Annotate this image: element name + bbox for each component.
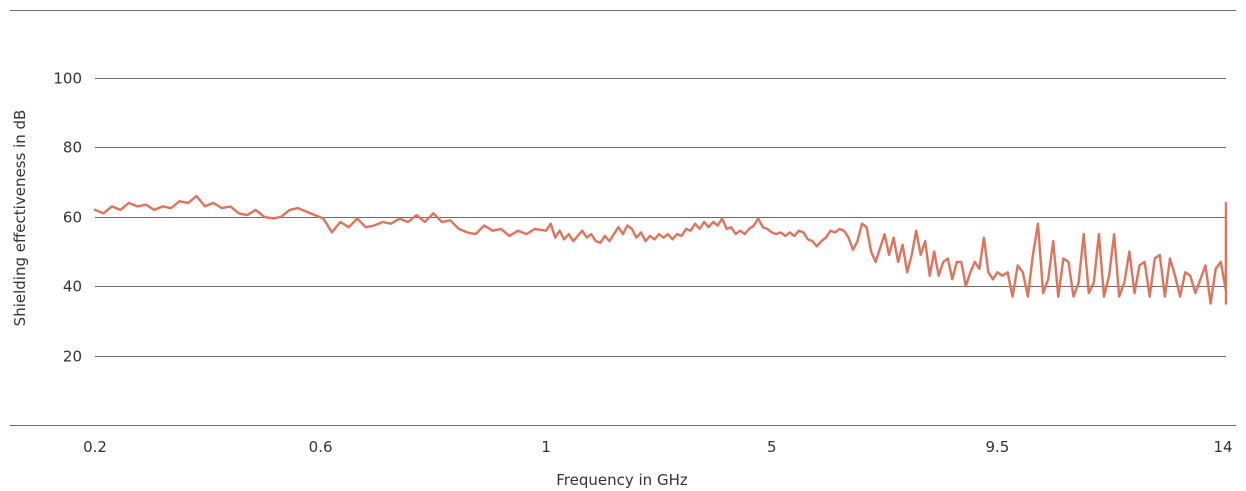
y-axis-title: Shielding effectiveness in dB [11,110,29,327]
series-line [93,194,1228,305]
x-axis-tick-labels: 0.2 0.6 1 5 9.5 14 [83,438,1232,456]
series-group [93,194,1228,305]
y-tick-label: 20 [63,348,82,366]
y-axis-tick-labels: 20 40 60 80 100 [53,70,82,366]
y-tick-label: 40 [63,278,82,296]
x-tick-label: 1 [541,438,551,456]
x-axis-title: Frequency in GHz [556,471,688,489]
x-tick-label: 5 [767,438,777,456]
y-tick-label: 100 [53,70,82,88]
y-tick-label: 80 [63,139,82,157]
x-tick-label: 14 [1213,438,1232,456]
horizontal-gridlines [95,78,1226,357]
x-tick-label: 0.2 [83,438,107,456]
x-tick-label: 0.6 [309,438,333,456]
x-tick-label: 9.5 [985,438,1009,456]
y-tick-label: 60 [63,209,82,227]
